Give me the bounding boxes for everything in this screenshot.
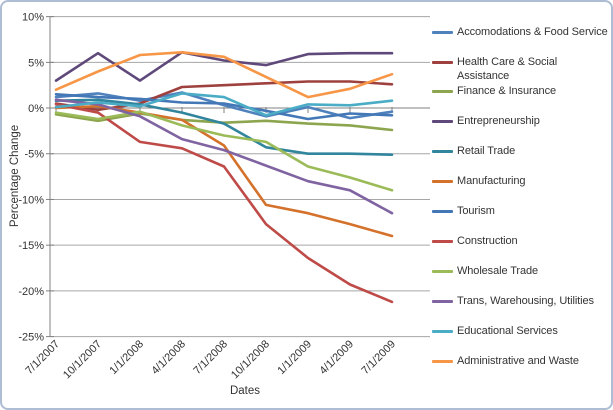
- legend-item-1: Health Care & Social Assistance: [432, 56, 609, 83]
- y-tick-label: -10%: [18, 194, 44, 206]
- legend-label-0: Accomodations & Food Service: [457, 26, 608, 38]
- legend-swatch-3: [432, 120, 453, 123]
- legend-item-5: Manufacturing: [432, 175, 609, 189]
- legend-swatch-1: [432, 61, 453, 64]
- legend-label-1: Health Care & Social Assistance: [457, 56, 558, 82]
- legend-label-2: Finance & Insurance: [457, 85, 556, 97]
- legend-swatch-10: [432, 330, 453, 333]
- y-tick-label: -25%: [18, 332, 44, 344]
- x-tick-label: 4/1/2008: [149, 338, 188, 377]
- legend-label-8: Wholesale Trade: [457, 265, 539, 277]
- legend-item-2: Finance & Insurance: [432, 85, 609, 99]
- series-line-7: [54, 103, 394, 304]
- legend-label-9: Trans, Warehousing, Utilities: [457, 295, 594, 307]
- legend-swatch-0: [432, 31, 453, 34]
- legend-label-6: Tourism: [457, 205, 495, 217]
- legend-swatch-11: [432, 360, 453, 363]
- legend-item-11: Administrative and Waste: [432, 355, 609, 369]
- series-line-9: [54, 98, 394, 215]
- series-line-3: [54, 50, 394, 82]
- series-line-11: [54, 50, 394, 99]
- x-tick-label: 1/1/2009: [275, 338, 314, 377]
- legend-label-11: Administrative and Waste: [457, 355, 579, 367]
- legend-swatch-4: [432, 150, 453, 153]
- x-tick-label: 1/1/2008: [107, 338, 146, 377]
- legend-swatch-7: [432, 240, 453, 243]
- y-tick-label: 0%: [28, 103, 44, 115]
- x-axis-title: Dates: [229, 385, 261, 397]
- x-tick-label: 4/1/2009: [317, 338, 356, 377]
- legend-item-6: Tourism: [432, 205, 609, 219]
- x-tick-label: 7/1/2007: [23, 338, 62, 377]
- x-tick-label: 7/1/2008: [191, 338, 230, 377]
- legend-swatch-6: [432, 210, 453, 213]
- y-tick-label: 10%: [22, 12, 44, 24]
- legend-item-9: Trans, Warehousing, Utilities: [432, 295, 609, 309]
- legend-item-0: Accomodations & Food Service: [432, 26, 609, 40]
- x-tick-label: 10/1/2007: [61, 338, 104, 381]
- legend-item-8: Wholesale Trade: [432, 265, 609, 279]
- legend-item-10: Educational Services: [432, 325, 609, 339]
- chart-legend: Accomodations & Food Service Health Care …: [432, 2, 611, 408]
- y-tick-label: 5%: [28, 57, 44, 69]
- legend-item-3: Entrepreneurship: [432, 115, 609, 129]
- series-line-4: [54, 98, 394, 156]
- y-tick-label: -15%: [18, 240, 44, 252]
- x-tick-label: 7/1/2009: [359, 338, 398, 377]
- series-line-8: [54, 110, 394, 192]
- legend-label-4: Retail Trade: [457, 145, 516, 157]
- legend-swatch-2: [432, 90, 453, 93]
- legend-swatch-9: [432, 300, 453, 303]
- legend-swatch-8: [432, 270, 453, 273]
- series-line-10: [54, 92, 394, 117]
- legend-label-10: Educational Services: [457, 325, 558, 337]
- legend-item-4: Retail Trade: [432, 145, 609, 159]
- legend-swatch-5: [432, 180, 453, 183]
- y-tick-label: -20%: [18, 286, 44, 298]
- y-axis-title: Percentage Change: [9, 124, 21, 228]
- legend-label-7: Construction: [457, 235, 518, 247]
- y-tick-label: -5%: [24, 149, 44, 161]
- x-tick-label: 10/1/2008: [229, 338, 272, 381]
- legend-item-7: Construction: [432, 235, 609, 249]
- legend-label-3: Entrepreneurship: [457, 115, 540, 127]
- series-line-6: [54, 93, 394, 121]
- legend-label-5: Manufacturing: [457, 175, 526, 187]
